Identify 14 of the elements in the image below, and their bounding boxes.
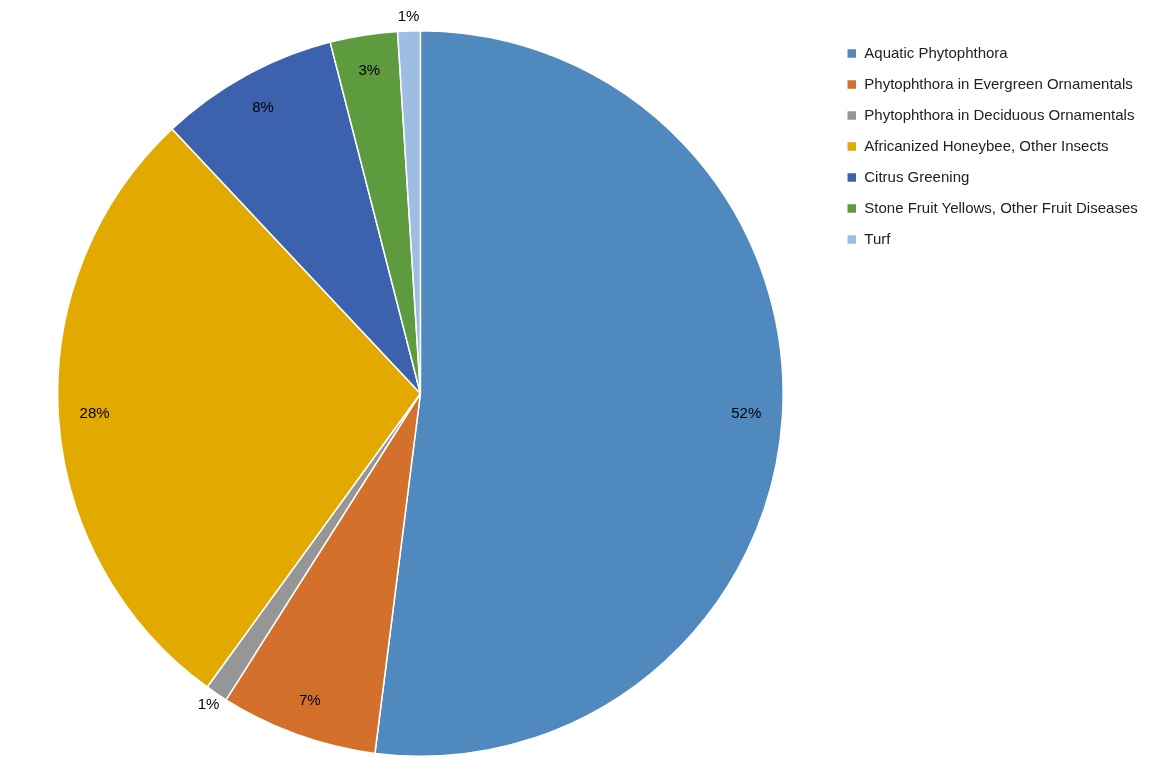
data-label: 1% (197, 695, 220, 713)
legend-label: Turf (864, 229, 892, 247)
legend-label: Citrus Greening (864, 167, 970, 185)
legend-label: Phytophthora in Evergreen Ornamentals (864, 74, 1133, 92)
data-label: 1% (397, 7, 420, 25)
legend-label: Stone Fruit Yellows, Other Fruit Diseases (864, 198, 1138, 216)
legend-label: Aquatic Phytophthora (864, 43, 1009, 61)
data-label: 8% (252, 97, 274, 115)
data-label: 28% (79, 404, 110, 422)
data-label: 7% (298, 690, 321, 708)
legend-label: Phytophthora in Deciduous Ornamentals (864, 105, 1135, 123)
legend-label: Africanized Honeybee, Other Insects (864, 136, 1109, 154)
data-label: 3% (358, 61, 381, 79)
data-label: 52% (731, 404, 762, 422)
